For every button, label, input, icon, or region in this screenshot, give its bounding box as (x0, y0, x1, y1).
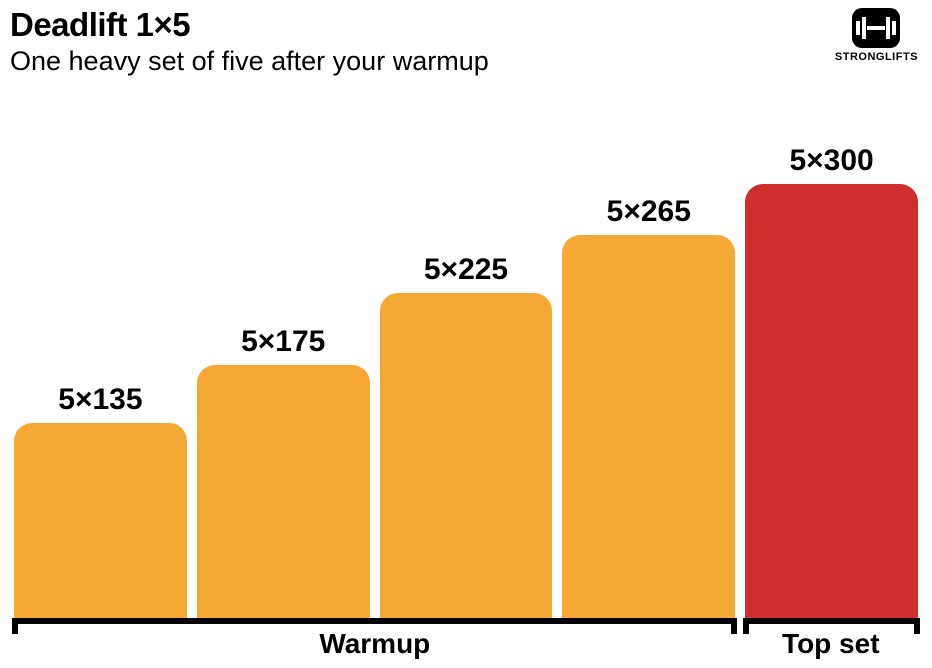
x-axis-label-warmup: Warmup (10, 628, 740, 660)
bar-col: 5×300 (745, 136, 918, 618)
bar-value-label: 5×135 (58, 383, 142, 417)
brand-logo: STRONGLIFTS (835, 8, 918, 63)
x-axis (10, 618, 922, 624)
axis-segment-warmup (12, 618, 737, 624)
axis-segment-topset (743, 618, 920, 624)
bar-col: 5×135 (14, 136, 187, 618)
bar (197, 365, 370, 618)
bar-value-label: 5×300 (789, 144, 873, 178)
bar (14, 423, 187, 618)
bar-col: 5×225 (380, 136, 553, 618)
titles: Deadlift 1×5 One heavy set of five after… (10, 6, 489, 77)
bar-chart: 5×135 5×175 5×225 5×265 5×300 (10, 136, 922, 624)
bar-col: 5×265 (562, 136, 735, 618)
bar-value-label: 5×265 (607, 195, 691, 229)
x-axis-label-topset: Top set (740, 628, 922, 660)
bar-col: 5×175 (197, 136, 370, 618)
x-axis-labels: Warmup Top set (10, 626, 922, 662)
brand-label: STRONGLIFTS (835, 51, 918, 63)
bar (745, 184, 918, 618)
barbell-icon (852, 8, 900, 48)
bar-value-label: 5×225 (424, 253, 508, 287)
bar-value-label: 5×175 (241, 325, 325, 359)
header: Deadlift 1×5 One heavy set of five after… (10, 6, 922, 77)
bar (562, 235, 735, 618)
page-title: Deadlift 1×5 (10, 6, 489, 44)
page: Deadlift 1×5 One heavy set of five after… (0, 0, 932, 668)
page-subtitle: One heavy set of five after your warmup (10, 46, 489, 77)
bar-group: 5×135 5×175 5×225 5×265 5×300 (14, 136, 918, 618)
bar (380, 293, 553, 618)
